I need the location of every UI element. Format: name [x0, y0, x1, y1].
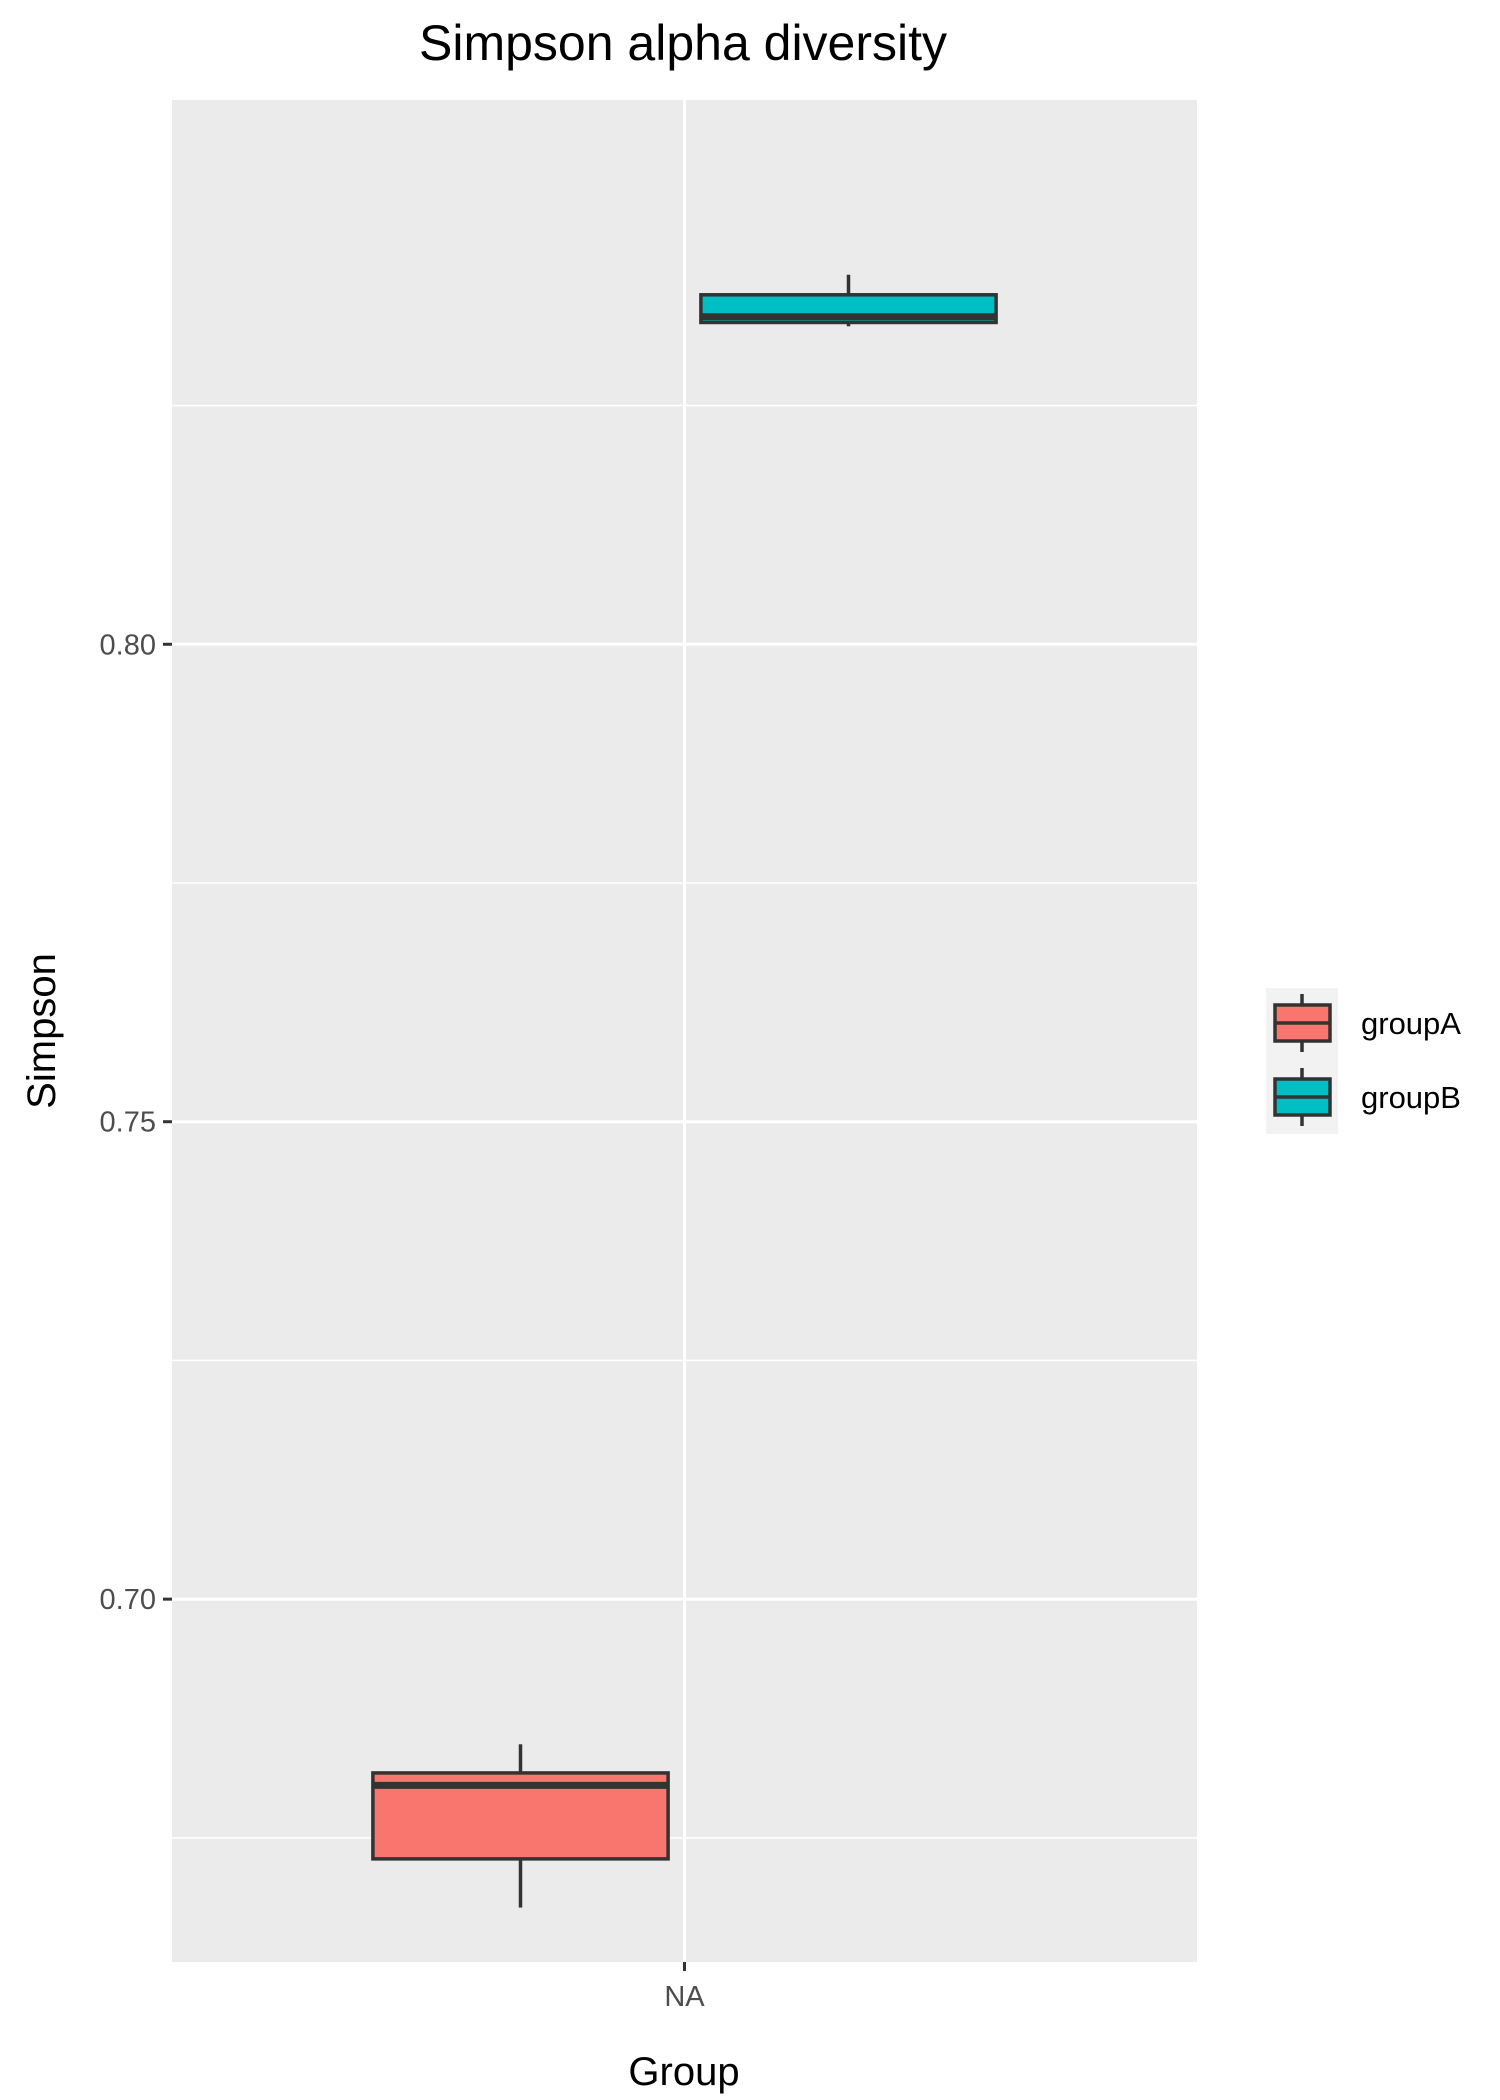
- y-tick-label: 0.70: [100, 1584, 156, 1616]
- y-tick-label: 0.80: [100, 629, 156, 661]
- boxes: [371, 274, 998, 1908]
- x-tick-label: NA: [664, 1981, 705, 2013]
- y-axis-title: Simpson: [20, 953, 64, 1109]
- legend-item-groupA: groupA: [1273, 994, 1461, 1052]
- legend-label: groupA: [1361, 1006, 1461, 1041]
- legend-label: groupB: [1361, 1080, 1461, 1115]
- legend-item-groupB: groupB: [1273, 1068, 1461, 1126]
- y-tick-label: 0.75: [100, 1107, 156, 1139]
- legend: groupA groupB: [1266, 988, 1461, 1134]
- box-groupA: [371, 1744, 670, 1908]
- major-gridlines: [172, 100, 1197, 1962]
- x-axis-title: Group: [628, 2050, 739, 2094]
- chart-title: Simpson alpha diversity: [419, 15, 947, 71]
- y-axis: 0.70 0.75 0.80: [100, 629, 172, 1616]
- box-groupB: [699, 274, 998, 327]
- x-axis: NA: [664, 1962, 705, 2013]
